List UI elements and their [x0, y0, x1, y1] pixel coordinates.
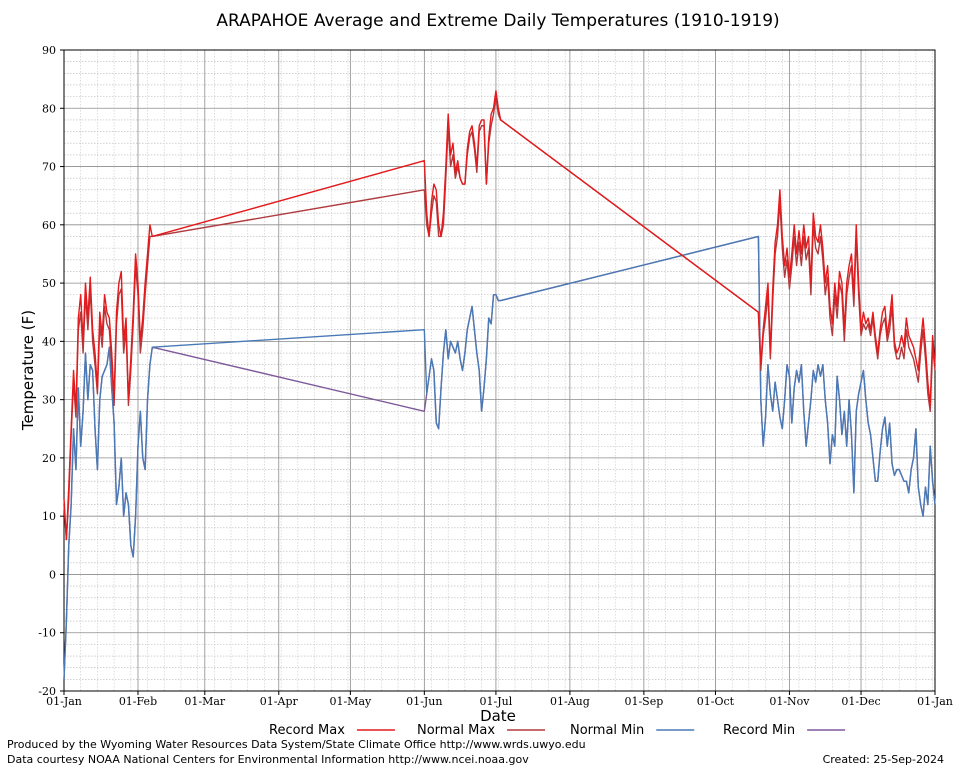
credit-line-2: Data courtesy NOAA National Centers for …	[7, 753, 529, 766]
series-line-normal-min	[63, 235, 936, 680]
x-tick-label: 01-Aug	[550, 695, 590, 708]
legend: Record Max Normal Max Normal Min Record Min	[269, 723, 846, 738]
series-line-record-max	[63, 90, 936, 541]
chart-title: ARAPAHOE Average and Extreme Daily Tempe…	[216, 11, 779, 31]
y-tick-label: 50	[42, 277, 56, 290]
y-tick-label: -20	[38, 685, 56, 698]
y-tick-label: 20	[42, 452, 56, 465]
x-tick-label: 01-Jan	[46, 695, 82, 708]
y-tick-label: -10	[38, 627, 56, 640]
x-tick-label: 01-Mar	[184, 695, 226, 708]
y-tick-label: 40	[42, 335, 56, 348]
y-tick-label: 30	[42, 394, 56, 407]
y-tick-label: 10	[42, 510, 56, 523]
y-tick-label: 90	[42, 44, 56, 57]
y-tick-label: 0	[49, 568, 56, 581]
legend-label: Record Min	[723, 723, 795, 738]
x-axis-label: Date	[480, 707, 516, 725]
created-date: Created: 25-Sep-2024	[822, 753, 944, 766]
credit-line-1: Produced by the Wyoming Water Resources …	[7, 738, 586, 751]
x-tick-label: 01-Jun	[406, 695, 442, 708]
x-tick-label: 01-Dec	[841, 695, 880, 708]
plot-frame	[63, 49, 936, 692]
series-lines	[63, 90, 936, 680]
y-tick-label: 80	[42, 102, 56, 115]
grid-major	[64, 50, 935, 691]
x-tick-label: 01-Jan	[917, 695, 953, 708]
y-axis-label: Temperature (F)	[19, 310, 37, 431]
y-tick-label: 60	[42, 219, 56, 232]
legend-label: Normal Max	[417, 723, 495, 738]
y-axis-ticks: -20 -10 0 10 20 30 40 50 60 70 80 90	[38, 44, 64, 698]
x-tick-label: 01-Nov	[769, 695, 810, 708]
legend-label: Record Max	[269, 723, 345, 738]
x-tick-label: 01-Apr	[260, 695, 299, 708]
x-tick-label: 01-Sep	[624, 695, 663, 708]
grid-minor	[64, 50, 935, 691]
x-tick-label: 01-Oct	[697, 695, 735, 708]
x-tick-label: 01-Feb	[119, 695, 157, 708]
legend-label: Normal Min	[570, 723, 644, 738]
x-tick-label: 01-Jul	[480, 695, 513, 708]
x-tick-label: 01-May	[329, 695, 372, 708]
x-axis-ticks: 01-Jan 01-Feb 01-Mar 01-Apr 01-May 01-Jun 01-J…	[46, 691, 953, 708]
y-tick-label: 70	[42, 161, 56, 174]
